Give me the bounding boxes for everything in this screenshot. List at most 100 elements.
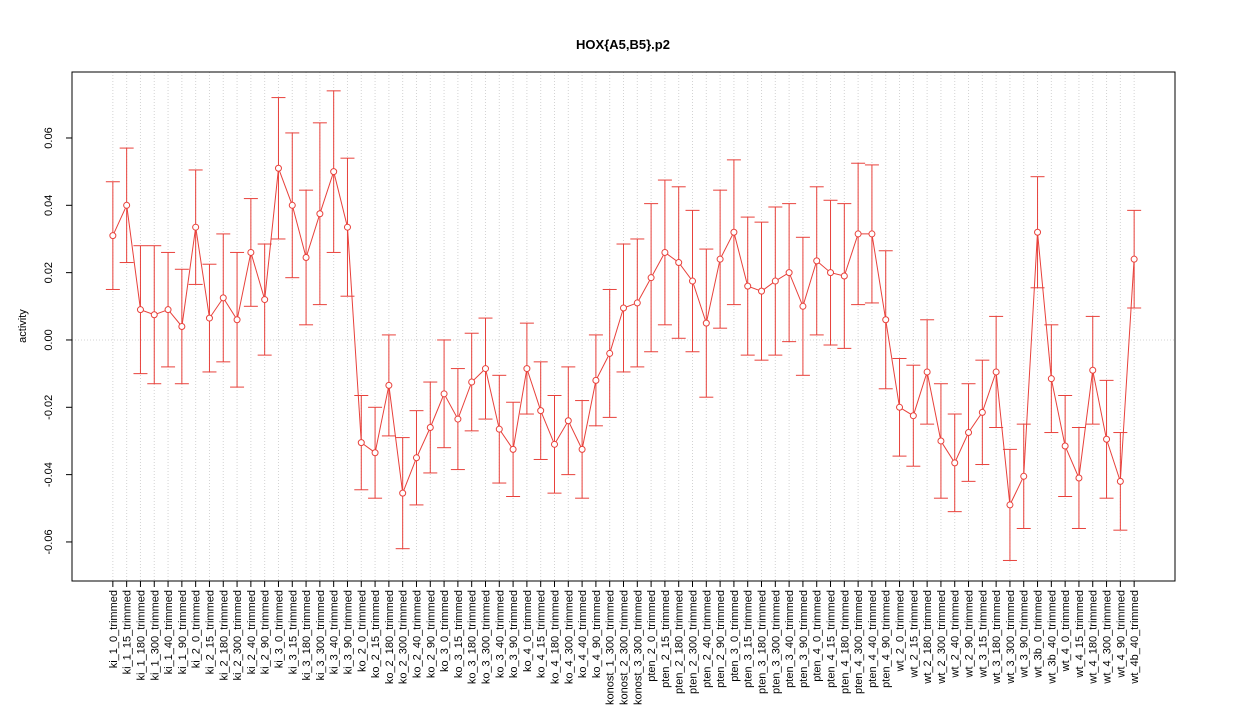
x-tick-label: wt_2_180_trimmed — [922, 590, 934, 685]
data-point — [675, 259, 683, 267]
data-point — [716, 255, 724, 263]
data-point — [1103, 435, 1111, 443]
data-point — [620, 304, 627, 312]
data-point — [1006, 501, 1014, 509]
data-point — [136, 306, 144, 314]
x-tick-label: ki_1_180_trimmed — [135, 590, 147, 681]
y-axis-label: activity — [17, 309, 29, 343]
x-tick-label: pten_2_40_trimmed — [701, 590, 713, 688]
x-tick-label: pten_2_90_trimmed — [715, 590, 727, 688]
data-point — [923, 368, 931, 376]
data-point — [537, 407, 545, 415]
data-point — [992, 368, 1000, 376]
x-tick-label: wt_2_300_trimmed — [936, 590, 948, 685]
x-tick-label: ki_2_40_trimmed — [246, 590, 258, 674]
data-point — [1047, 375, 1055, 383]
x-tick-label: pten_3_90_trimmed — [798, 590, 810, 688]
x-tick-label: pten_3_15_trimmed — [743, 590, 755, 688]
data-point — [274, 164, 282, 172]
data-point — [730, 228, 738, 236]
x-tick-label: ko_2_15_trimmed — [370, 590, 382, 678]
data-point — [827, 269, 835, 277]
x-tick-label: ko_4_15_trimmed — [536, 590, 548, 678]
x-tick-label: ko_4_90_trimmed — [591, 590, 603, 678]
x-tick-label: ko_2_90_trimmed — [425, 590, 437, 678]
data-point — [689, 277, 697, 285]
x-tick-label: ki_3_15_trimmed — [287, 590, 299, 674]
data-point — [357, 439, 365, 447]
data-point — [702, 319, 710, 327]
data-point — [164, 306, 172, 314]
x-tick-label: wt_3_180_trimmed — [991, 590, 1003, 685]
x-tick-label: ko_4_40_trimmed — [577, 590, 589, 678]
x-tick-label: pten_4_15_trimmed — [826, 590, 838, 688]
data-point — [951, 459, 959, 467]
x-tick-label: pten_4_90_trimmed — [881, 590, 893, 688]
y-tick-label: -0.06 — [43, 529, 55, 554]
data-point — [647, 274, 655, 282]
x-tick-label: ko_2_180_trimmed — [384, 590, 396, 684]
x-tick-label: pten_2_15_trimmed — [660, 590, 672, 688]
x-tick-label: pten_3_300_trimmed — [770, 590, 782, 694]
data-point — [1130, 255, 1138, 263]
x-tick-label: pten_2_180_trimmed — [674, 590, 686, 694]
x-tick-label: wt_4_90_trimmed — [1115, 590, 1127, 678]
y-tick-label: -0.02 — [43, 395, 55, 420]
y-tick-label: -0.04 — [43, 462, 55, 487]
data-point — [785, 269, 793, 277]
data-point — [205, 314, 213, 322]
x-tick-label: wt_2_15_trimmed — [908, 590, 920, 678]
x-tick-label: pten_3_180_trimmed — [757, 590, 769, 694]
data-point — [385, 381, 393, 389]
data-point — [606, 349, 614, 357]
x-tick-label: ko_3_40_trimmed — [494, 590, 506, 678]
x-tick-label: ki_1_0_trimmed — [108, 590, 120, 668]
x-tick-label: pten_2_300_trimmed — [688, 590, 700, 694]
chart-title: HOX{A5,B5}.p2 — [576, 37, 670, 52]
x-tick-label: ko_4_180_trimmed — [549, 590, 561, 684]
x-tick-label: pten_3_40_trimmed — [784, 590, 796, 688]
x-tick-label: ko_4_0_trimmed — [522, 590, 534, 672]
x-tick-label: wt_3_15_trimmed — [977, 590, 989, 678]
data-point — [302, 253, 310, 261]
x-tick-label: ki_1_15_trimmed — [122, 590, 134, 674]
data-point — [123, 201, 131, 209]
x-tick-label: ki_2_0_trimmed — [191, 590, 203, 668]
data-point — [261, 296, 269, 304]
x-tick-label: ko_2_300_trimmed — [398, 590, 410, 684]
x-tick-label: ki_3_180_trimmed — [301, 590, 313, 681]
data-point — [454, 415, 462, 423]
data-point — [1089, 366, 1097, 374]
data-point — [412, 454, 420, 462]
x-tick-label: wt_2_90_trimmed — [964, 590, 976, 678]
data-point — [219, 294, 227, 302]
x-tick-label: ki_3_90_trimmed — [342, 590, 354, 674]
data-point — [330, 168, 338, 176]
data-point — [1034, 228, 1042, 236]
data-point — [178, 323, 186, 330]
x-tick-label: wt_4b_40_trimmed — [1129, 590, 1141, 685]
data-point — [495, 425, 503, 433]
data-point — [1075, 474, 1083, 482]
x-tick-label: wt_3b_40_trimmed — [1046, 590, 1058, 685]
data-point — [316, 210, 324, 218]
data-point — [978, 408, 986, 416]
x-tick-label: ki_1_40_trimmed — [163, 590, 175, 674]
x-tick-label: wt_4_15_trimmed — [1074, 590, 1086, 678]
data-point — [371, 449, 379, 457]
x-tick-label: pten_4_300_trimmed — [853, 590, 865, 694]
data-point — [1116, 477, 1124, 485]
x-tick-label: wt_2_0_trimmed — [895, 590, 907, 672]
x-tick-label: pten_4_180_trimmed — [839, 590, 851, 694]
data-point — [758, 287, 766, 295]
data-point — [661, 248, 669, 256]
x-tick-label: konost_2_300_trimmed — [619, 590, 631, 705]
x-tick-label: wt_4_300_trimmed — [1102, 590, 1114, 685]
x-tick-label: ko_3_0_trimmed — [439, 590, 451, 672]
data-point — [426, 423, 434, 431]
x-tick-label: ki_2_180_trimmed — [218, 590, 230, 681]
data-point — [854, 230, 862, 238]
x-tick-label: ki_2_300_trimmed — [232, 590, 244, 681]
x-tick-label: ki_2_90_trimmed — [260, 590, 272, 674]
